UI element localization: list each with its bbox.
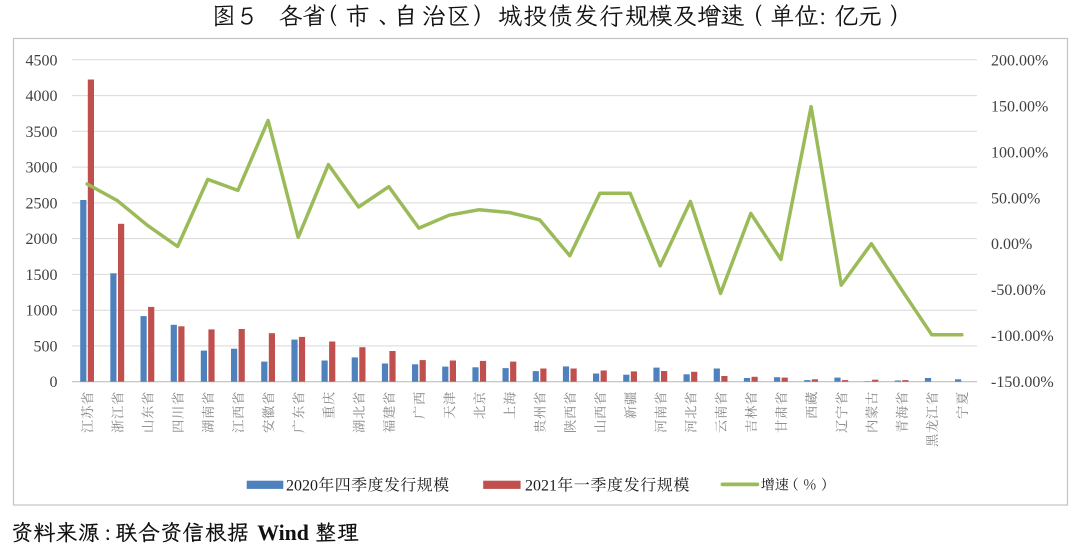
- svg-text:3000: 3000: [26, 160, 58, 177]
- svg-text:1500: 1500: [26, 267, 58, 284]
- svg-text:4000: 4000: [26, 88, 58, 105]
- svg-text:0.00%: 0.00%: [991, 236, 1032, 253]
- svg-text:200.00%: 200.00%: [991, 52, 1048, 69]
- svg-text:Wind: Wind: [257, 521, 309, 545]
- svg-text:500: 500: [34, 338, 58, 355]
- svg-text:-50.00%: -50.00%: [991, 282, 1046, 299]
- svg-text:2021: 2021: [525, 478, 557, 495]
- svg-text:2020: 2020: [286, 478, 318, 495]
- svg-text:50.00%: 50.00%: [991, 190, 1040, 207]
- svg-text:100.00%: 100.00%: [991, 144, 1048, 161]
- svg-text:-150.00%: -150.00%: [991, 374, 1054, 391]
- svg-text:150.00%: 150.00%: [991, 98, 1048, 115]
- svg-text:-100.00%: -100.00%: [991, 328, 1054, 345]
- svg-text:3500: 3500: [26, 124, 58, 141]
- svg-text:1000: 1000: [26, 303, 58, 320]
- svg-text:4500: 4500: [26, 52, 58, 69]
- svg-text:0: 0: [50, 374, 58, 391]
- svg-text:2000: 2000: [26, 231, 58, 248]
- svg-text:2500: 2500: [26, 195, 58, 212]
